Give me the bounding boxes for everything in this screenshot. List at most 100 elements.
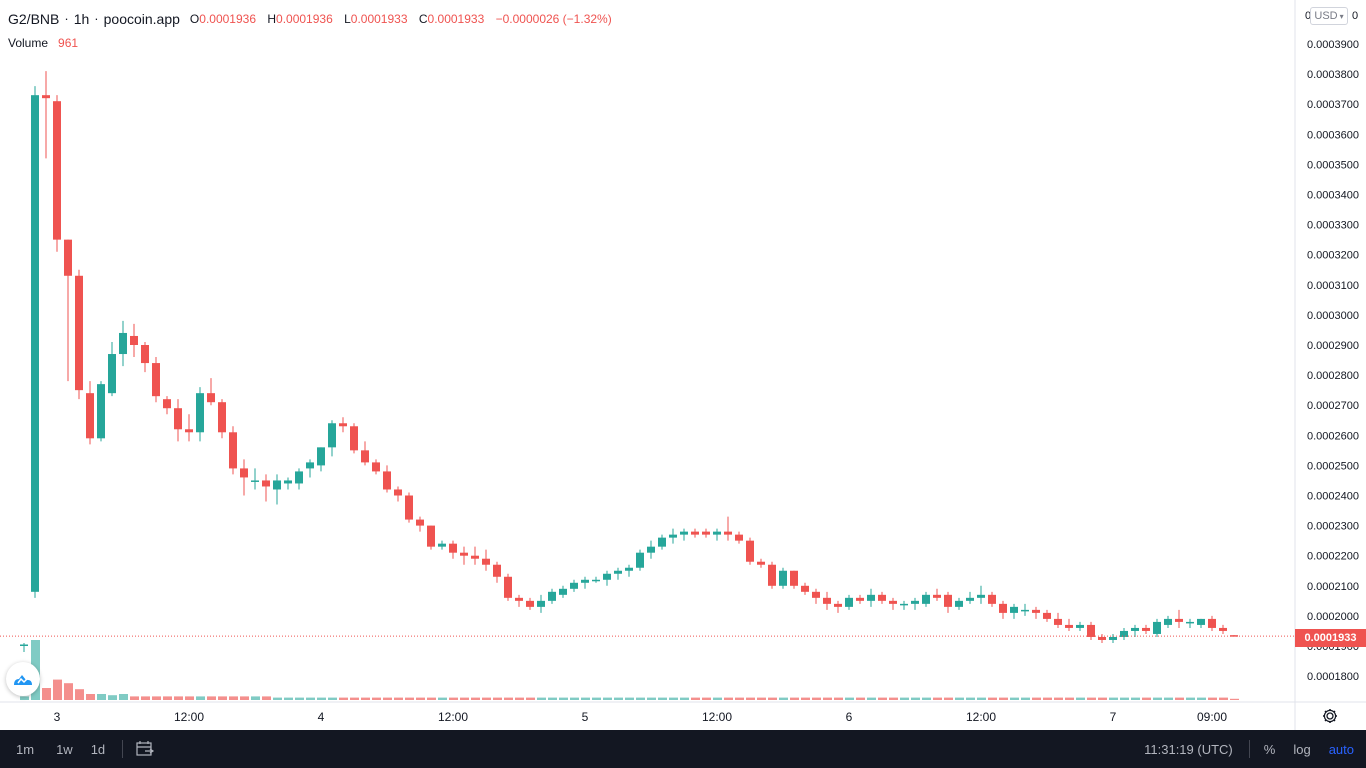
candle-body[interactable]: [966, 597, 974, 601]
candle-body[interactable]: [141, 345, 149, 364]
candle-body[interactable]: [856, 597, 864, 601]
candle-body[interactable]: [724, 531, 732, 535]
log-scale-toggle[interactable]: log: [1293, 741, 1311, 757]
candle-body[interactable]: [1131, 627, 1139, 631]
candle-body[interactable]: [559, 588, 567, 595]
candle-body[interactable]: [889, 600, 897, 604]
candle-body[interactable]: [350, 426, 358, 451]
candle-body[interactable]: [636, 552, 644, 568]
candle-body[interactable]: [823, 597, 831, 604]
price-chart[interactable]: 0.0003900 0.0003800 0.0003700 0.0003600 0.00…: [0, 0, 1366, 730]
candle-body[interactable]: [1054, 618, 1062, 625]
candle-body[interactable]: [746, 540, 754, 562]
candle-body[interactable]: [801, 585, 809, 592]
candle-body[interactable]: [493, 564, 501, 577]
candle-body[interactable]: [1021, 609, 1029, 612]
candle-body[interactable]: [1043, 612, 1051, 619]
candle-body[interactable]: [977, 594, 985, 598]
candle-body[interactable]: [20, 644, 28, 646]
candle-body[interactable]: [119, 332, 127, 355]
candle-body[interactable]: [295, 471, 303, 484]
candle-body[interactable]: [603, 573, 611, 580]
candle-body[interactable]: [680, 531, 688, 535]
candle-body[interactable]: [867, 594, 875, 601]
candle-body[interactable]: [922, 594, 930, 604]
percent-scale-toggle[interactable]: %: [1263, 741, 1276, 757]
candle-body[interactable]: [185, 429, 193, 433]
candle-body[interactable]: [537, 600, 545, 607]
candle-body[interactable]: [328, 423, 336, 448]
timeframe-1w-button[interactable]: 1w: [56, 741, 73, 757]
candle-body[interactable]: [1120, 630, 1128, 637]
candle-body[interactable]: [669, 534, 677, 538]
candle-body[interactable]: [1010, 606, 1018, 613]
candle-body[interactable]: [790, 570, 798, 586]
candle-body[interactable]: [504, 576, 512, 598]
candle-body[interactable]: [1164, 618, 1172, 625]
candle-body[interactable]: [834, 603, 842, 607]
candle-body[interactable]: [251, 480, 259, 482]
candle-body[interactable]: [130, 335, 138, 345]
candle-body[interactable]: [361, 450, 369, 463]
candle-body[interactable]: [460, 552, 468, 556]
candle-body[interactable]: [207, 393, 215, 403]
candle-body[interactable]: [383, 471, 391, 490]
candle-body[interactable]: [1032, 609, 1040, 613]
candle-body[interactable]: [1098, 636, 1106, 640]
candle-body[interactable]: [196, 393, 204, 433]
candle-body[interactable]: [988, 594, 996, 604]
candle-body[interactable]: [702, 531, 710, 535]
timeframe-1m-button[interactable]: 1m: [16, 741, 35, 757]
candle-body[interactable]: [229, 432, 237, 469]
candle-body[interactable]: [218, 402, 226, 433]
candle-body[interactable]: [526, 600, 534, 607]
candle-body[interactable]: [625, 567, 633, 571]
candle-body[interactable]: [427, 525, 435, 547]
candle-body[interactable]: [548, 591, 556, 601]
candle-body[interactable]: [163, 399, 171, 409]
candle-body[interactable]: [273, 480, 281, 490]
auto-scale-toggle[interactable]: auto: [1328, 741, 1354, 757]
candle-body[interactable]: [812, 591, 820, 598]
candle-body[interactable]: [174, 408, 182, 430]
candle-body[interactable]: [1142, 627, 1150, 631]
currency-button[interactable]: USD ▾: [1310, 7, 1348, 25]
candle-body[interactable]: [31, 95, 39, 592]
candle-body[interactable]: [933, 594, 941, 598]
candle-body[interactable]: [691, 531, 699, 535]
candle-body[interactable]: [614, 570, 622, 574]
candle-body[interactable]: [944, 594, 952, 607]
candle-body[interactable]: [449, 543, 457, 553]
candle-body[interactable]: [999, 603, 1007, 613]
candle-body[interactable]: [592, 579, 600, 582]
candle-body[interactable]: [570, 582, 578, 589]
candle-body[interactable]: [878, 594, 886, 601]
candle-body[interactable]: [1153, 621, 1161, 634]
candle-body[interactable]: [581, 579, 589, 583]
candle-body[interactable]: [1197, 618, 1205, 625]
calendar-range-icon[interactable]: [135, 739, 155, 759]
candle-body[interactable]: [405, 495, 413, 520]
candle-body[interactable]: [416, 519, 424, 526]
tradingview-logo-icon[interactable]: [6, 662, 40, 696]
gear-icon[interactable]: [1320, 706, 1340, 726]
candle-body[interactable]: [284, 480, 292, 484]
candle-body[interactable]: [515, 597, 523, 601]
candle-body[interactable]: [152, 363, 160, 397]
symbol-name[interactable]: G2/BNB: [8, 10, 60, 27]
candle-body[interactable]: [75, 275, 83, 391]
candle-body[interactable]: [768, 564, 776, 586]
candle-body[interactable]: [779, 570, 787, 586]
candle-body[interactable]: [1175, 618, 1183, 622]
candle-body[interactable]: [1076, 624, 1084, 628]
utc-clock[interactable]: 11:31:19 (UTC): [1144, 741, 1233, 757]
candle-body[interactable]: [306, 462, 314, 469]
candle-body[interactable]: [845, 597, 853, 607]
candle-body[interactable]: [647, 546, 655, 553]
candle-body[interactable]: [86, 393, 94, 439]
candle-body[interactable]: [1219, 627, 1227, 631]
candle-body[interactable]: [108, 354, 116, 394]
candle-body[interactable]: [1087, 624, 1095, 637]
candle-body[interactable]: [42, 95, 50, 99]
timeframe-1d-button[interactable]: 1d: [90, 741, 106, 757]
